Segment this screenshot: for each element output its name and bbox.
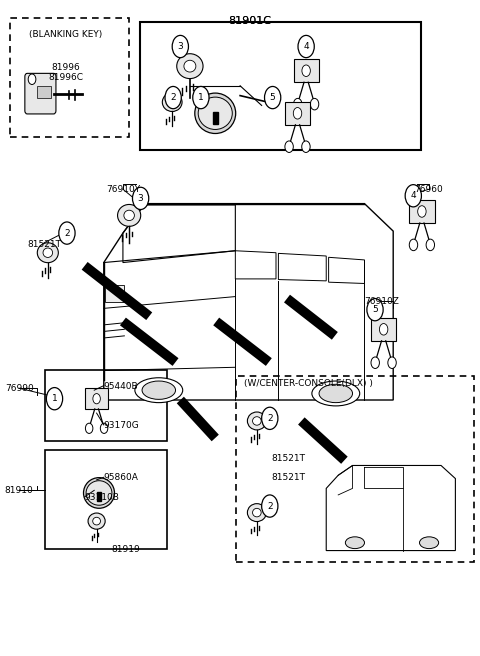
- Ellipse shape: [37, 243, 59, 262]
- Circle shape: [371, 357, 379, 369]
- Text: 95440B: 95440B: [104, 382, 138, 391]
- Ellipse shape: [252, 508, 261, 517]
- Circle shape: [302, 141, 310, 152]
- Ellipse shape: [198, 97, 232, 129]
- Text: 76990: 76990: [5, 384, 34, 393]
- Text: 81901C: 81901C: [228, 16, 271, 26]
- Ellipse shape: [184, 60, 196, 72]
- Circle shape: [311, 98, 319, 110]
- Text: 76910Y: 76910Y: [106, 185, 140, 194]
- Circle shape: [93, 394, 100, 404]
- Circle shape: [165, 87, 181, 109]
- Bar: [409, 200, 434, 223]
- Text: 81919: 81919: [111, 545, 140, 554]
- Text: 4: 4: [410, 192, 416, 200]
- Circle shape: [100, 423, 108, 434]
- Ellipse shape: [124, 210, 134, 220]
- Ellipse shape: [168, 98, 177, 106]
- Text: 3: 3: [138, 194, 144, 203]
- Circle shape: [293, 108, 302, 119]
- Ellipse shape: [420, 537, 439, 548]
- Circle shape: [193, 87, 209, 109]
- Text: 93170G: 93170G: [104, 421, 140, 430]
- Text: 1: 1: [198, 93, 204, 102]
- Bar: [97, 492, 101, 501]
- Ellipse shape: [84, 478, 115, 508]
- Text: 81521T: 81521T: [27, 239, 61, 249]
- Text: 95860A: 95860A: [104, 474, 139, 482]
- FancyBboxPatch shape: [25, 73, 56, 114]
- Circle shape: [85, 423, 93, 434]
- Ellipse shape: [118, 205, 141, 226]
- Circle shape: [302, 65, 311, 77]
- FancyBboxPatch shape: [10, 18, 129, 137]
- Circle shape: [379, 323, 388, 335]
- Circle shape: [409, 239, 418, 251]
- Ellipse shape: [142, 381, 176, 400]
- Circle shape: [28, 74, 36, 85]
- Bar: [37, 86, 51, 98]
- Bar: [105, 285, 124, 302]
- Circle shape: [405, 184, 421, 207]
- Circle shape: [172, 35, 189, 58]
- Circle shape: [262, 407, 278, 430]
- Ellipse shape: [93, 518, 100, 525]
- Text: 76910Z: 76910Z: [364, 297, 399, 306]
- Ellipse shape: [247, 504, 266, 522]
- Text: 3: 3: [178, 42, 183, 51]
- Text: 5: 5: [372, 305, 378, 314]
- Text: 4: 4: [303, 42, 309, 51]
- Text: 2: 2: [64, 228, 70, 237]
- Circle shape: [59, 222, 75, 244]
- Text: (W/CENTER-CONSOLE(DLX) ): (W/CENTER-CONSOLE(DLX) ): [244, 379, 373, 388]
- Circle shape: [426, 239, 434, 251]
- Text: 2: 2: [267, 502, 273, 510]
- Text: (BLANKING KEY): (BLANKING KEY): [29, 30, 102, 39]
- Circle shape: [47, 388, 63, 410]
- Bar: [293, 59, 319, 82]
- Circle shape: [285, 141, 293, 152]
- Bar: [285, 102, 310, 125]
- Text: 81521T: 81521T: [271, 474, 305, 482]
- Circle shape: [132, 187, 149, 209]
- Ellipse shape: [252, 417, 261, 425]
- Circle shape: [418, 206, 426, 217]
- Text: 1: 1: [52, 394, 58, 403]
- Circle shape: [264, 87, 281, 109]
- Circle shape: [388, 357, 396, 369]
- Text: 81996
81996C: 81996 81996C: [48, 63, 83, 82]
- Bar: [371, 318, 396, 341]
- Ellipse shape: [43, 248, 53, 257]
- Ellipse shape: [86, 481, 112, 505]
- Circle shape: [262, 495, 278, 517]
- Ellipse shape: [88, 513, 105, 529]
- Text: 5: 5: [270, 93, 276, 102]
- FancyBboxPatch shape: [45, 370, 167, 441]
- Bar: [213, 112, 217, 125]
- Ellipse shape: [162, 93, 182, 112]
- Ellipse shape: [177, 54, 203, 79]
- Text: 81901C: 81901C: [228, 16, 271, 26]
- Text: 2: 2: [267, 414, 273, 423]
- Text: 76960: 76960: [415, 185, 444, 194]
- Ellipse shape: [195, 93, 236, 134]
- Circle shape: [293, 98, 302, 110]
- Text: 2: 2: [170, 93, 176, 102]
- FancyBboxPatch shape: [236, 376, 474, 562]
- Text: 93110B: 93110B: [84, 493, 120, 502]
- Circle shape: [298, 35, 314, 58]
- Ellipse shape: [346, 537, 364, 548]
- FancyBboxPatch shape: [140, 22, 421, 150]
- Ellipse shape: [247, 412, 266, 430]
- Ellipse shape: [319, 384, 352, 403]
- Text: 81521T: 81521T: [271, 454, 305, 462]
- Ellipse shape: [135, 378, 183, 403]
- Ellipse shape: [312, 381, 360, 406]
- Bar: [85, 388, 108, 409]
- Text: 81910: 81910: [5, 486, 34, 495]
- Circle shape: [367, 298, 383, 321]
- FancyBboxPatch shape: [45, 450, 167, 549]
